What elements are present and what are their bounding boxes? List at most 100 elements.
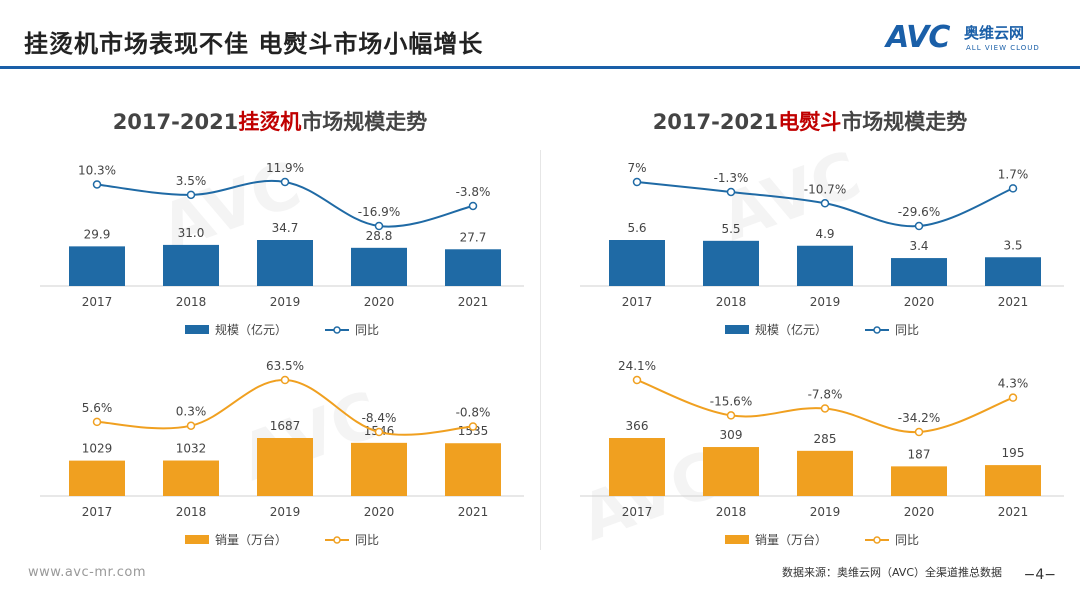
logo-mark: AVC bbox=[886, 20, 950, 55]
legend-bar-label: 规模（亿元） bbox=[215, 322, 287, 337]
bar-value-label: 34.7 bbox=[272, 221, 299, 235]
bar-value-label: 285 bbox=[814, 432, 837, 446]
category-label: 2018 bbox=[716, 295, 747, 309]
bar-value-label: 29.9 bbox=[84, 227, 111, 241]
category-label: 2018 bbox=[176, 295, 207, 309]
yoy-point bbox=[468, 422, 478, 431]
category-label: 2020 bbox=[364, 295, 395, 309]
bar bbox=[703, 447, 759, 496]
yoy-label: 0.3% bbox=[176, 405, 207, 419]
bar-value-label: 5.6 bbox=[627, 221, 646, 235]
yoy-label: 24.1% bbox=[618, 359, 656, 373]
legend-line-marker bbox=[873, 326, 881, 334]
yoy-point bbox=[468, 201, 478, 211]
chart-steamer-revenue: 29.9 2017 31.0 2018 34.7 2019 28.8 2020 27.7 2021… bbox=[40, 161, 524, 337]
bar bbox=[351, 442, 407, 496]
category-label: 2021 bbox=[998, 295, 1029, 309]
yoy-label: -10.7% bbox=[804, 182, 846, 196]
section-title-iron: 2017-2021电熨斗市场规模走势 bbox=[540, 106, 1080, 136]
bar bbox=[985, 257, 1041, 286]
section-title-prefix: 2017-2021 bbox=[112, 110, 239, 134]
yoy-point bbox=[280, 177, 290, 187]
category-label: 2019 bbox=[270, 505, 301, 519]
bar-value-label: 31.0 bbox=[178, 226, 205, 240]
yoy-point bbox=[374, 427, 384, 437]
yoy-point bbox=[280, 375, 290, 385]
legend-bar-swatch bbox=[185, 535, 209, 544]
section-title-highlight: 电熨斗 bbox=[778, 110, 842, 134]
category-label: 2017 bbox=[622, 505, 653, 519]
category-label: 2017 bbox=[622, 295, 653, 309]
data-source: 数据来源：奥维云网（AVC）全渠道推总数据 bbox=[781, 566, 1002, 579]
yoy-line bbox=[96, 180, 474, 228]
category-label: 2019 bbox=[810, 295, 841, 309]
chart-iron-volume: 366 2017 309 2018 285 2019 187 2020 195 2021 24.1%… bbox=[580, 359, 1064, 547]
chart-steamer-volume: 1029201710322018168720191546202015352021… bbox=[40, 359, 524, 547]
bar-value-label: 4.9 bbox=[815, 227, 834, 241]
bar bbox=[69, 246, 125, 286]
column-divider bbox=[540, 150, 541, 550]
yoy-label: -0.8% bbox=[456, 406, 491, 420]
yoy-label: 3.5% bbox=[176, 174, 207, 188]
section-title-suffix: 市场规模走势 bbox=[841, 110, 968, 134]
legend-bar-swatch bbox=[725, 325, 749, 334]
bar bbox=[257, 240, 313, 286]
bar bbox=[257, 438, 313, 496]
yoy-point bbox=[726, 187, 736, 197]
yoy-label: 10.3% bbox=[78, 163, 116, 177]
yoy-label: -1.3% bbox=[714, 171, 749, 185]
yoy-label: 4.3% bbox=[998, 377, 1029, 391]
category-label: 2018 bbox=[176, 505, 207, 519]
logo-cn: 奥维云网 bbox=[964, 24, 1025, 42]
category-label: 2020 bbox=[904, 295, 935, 309]
yoy-point bbox=[374, 221, 384, 231]
yoy-label: -3.8% bbox=[456, 185, 491, 199]
category-label: 2020 bbox=[904, 505, 935, 519]
yoy-label: -8.4% bbox=[362, 411, 397, 425]
section-title-highlight: 挂烫机 bbox=[238, 110, 302, 134]
bar bbox=[703, 240, 759, 286]
bar bbox=[609, 240, 665, 286]
yoy-point bbox=[186, 190, 196, 200]
yoy-label: 63.5% bbox=[266, 359, 304, 373]
yoy-point bbox=[632, 375, 642, 385]
bar-value-label: 27.7 bbox=[460, 230, 487, 244]
category-label: 2017 bbox=[82, 295, 113, 309]
yoy-point bbox=[632, 177, 642, 187]
bar bbox=[69, 460, 125, 496]
legend-line-label: 同比 bbox=[895, 323, 919, 337]
legend-bar-label: 销量（万台） bbox=[215, 532, 287, 547]
page-number: −4− bbox=[1023, 567, 1056, 583]
yoy-label: 5.6% bbox=[82, 401, 113, 415]
section-title-suffix: 市场规模走势 bbox=[301, 110, 428, 134]
category-label: 2018 bbox=[716, 505, 747, 519]
bar bbox=[797, 450, 853, 496]
yoy-point bbox=[820, 404, 830, 413]
bar-value-label: 1029 bbox=[82, 442, 113, 456]
bar bbox=[163, 460, 219, 496]
legend-line-label: 同比 bbox=[355, 323, 379, 337]
category-label: 2021 bbox=[458, 505, 489, 519]
bar-value-label: 1032 bbox=[176, 442, 207, 456]
yoy-point bbox=[1008, 184, 1018, 193]
bar bbox=[609, 438, 665, 496]
bar bbox=[445, 249, 501, 286]
footer-url[interactable]: www.avc-mr.com bbox=[28, 565, 147, 580]
bar-value-label: 3.5 bbox=[1003, 238, 1022, 252]
category-label: 2019 bbox=[270, 295, 301, 309]
logo-en: ALL VIEW CLOUD bbox=[966, 44, 1040, 52]
bar bbox=[351, 247, 407, 286]
legend-line-marker bbox=[333, 326, 341, 334]
section-title-prefix: 2017-2021 bbox=[652, 110, 779, 134]
yoy-label: -29.6% bbox=[898, 205, 940, 219]
legend-bar-swatch bbox=[725, 535, 749, 544]
category-label: 2020 bbox=[364, 505, 395, 519]
yoy-label: -16.9% bbox=[358, 205, 400, 219]
page-title: 挂烫机市场表现不佳 电熨斗市场小幅增长 bbox=[24, 30, 484, 58]
yoy-point bbox=[186, 421, 196, 430]
yoy-point bbox=[92, 180, 102, 189]
category-label: 2021 bbox=[458, 295, 489, 309]
legend-line-marker bbox=[873, 536, 881, 544]
category-label: 2021 bbox=[998, 505, 1029, 519]
bar bbox=[445, 443, 501, 496]
